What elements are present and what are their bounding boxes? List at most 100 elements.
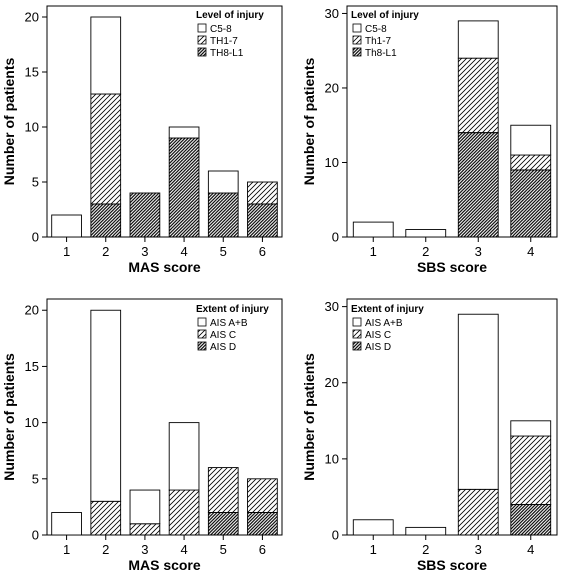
y-tick-label: 10 bbox=[25, 415, 39, 430]
bar-segment-ais-c-3 bbox=[129, 523, 161, 536]
y-tick-label: 15 bbox=[25, 65, 39, 80]
bar-segment-th1-7-6 bbox=[247, 181, 278, 205]
bar-segment-ais-d-5 bbox=[207, 512, 239, 536]
x-tick-label: 5 bbox=[220, 542, 227, 557]
legend-swatch bbox=[352, 341, 362, 351]
legend-title: Extent of injury bbox=[196, 304, 269, 315]
y-tick-label: 30 bbox=[325, 6, 339, 21]
bar-segment-ais-a-b-1 bbox=[352, 519, 394, 536]
x-axis-title: MAS score bbox=[128, 259, 201, 275]
x-axis-title: SBS score bbox=[417, 259, 487, 275]
y-tick-label: 0 bbox=[332, 528, 339, 543]
chart-panel-2: 0 10 20 30 1 2 3 4 SBS score Number of patients Le… bbox=[301, 5, 558, 275]
bar-segment-th1-7-4 bbox=[510, 154, 552, 171]
bar-segment-th8-l1-2 bbox=[90, 203, 122, 238]
bar-segment-ais-a-b-4 bbox=[510, 420, 552, 437]
y-tick-label: 10 bbox=[25, 120, 39, 135]
x-tick-label: 6 bbox=[259, 244, 266, 259]
bar-segment-ais-c-5 bbox=[207, 467, 239, 513]
chart-panel-3: 0 5 10 15 20 1 2 3 4 5 6 MAS score Number of patient… bbox=[1, 298, 283, 573]
x-tick-label: 3 bbox=[475, 542, 482, 557]
bar-segment-ais-d-6 bbox=[247, 512, 278, 536]
y-axis-title: Number of patients bbox=[301, 353, 317, 481]
legend-swatch bbox=[197, 329, 207, 339]
legend-swatch bbox=[197, 317, 207, 327]
bar-segment-c5-8-2 bbox=[405, 229, 447, 238]
legend-swatch bbox=[197, 35, 207, 45]
y-tick-label: 10 bbox=[325, 451, 339, 466]
bar-segment-c5-8-2 bbox=[90, 16, 122, 95]
bar-segment-ais-a-b-4 bbox=[168, 422, 200, 491]
bar-segment-ais-c-4 bbox=[168, 489, 200, 536]
x-tick-label: 3 bbox=[475, 244, 482, 259]
bar-segment-th8-l1-4 bbox=[168, 137, 200, 238]
legend-swatch bbox=[197, 341, 207, 351]
x-tick-label: 3 bbox=[141, 244, 148, 259]
legend-label: AIS C bbox=[210, 330, 236, 341]
bar-segment-th8-l1-3 bbox=[129, 192, 161, 238]
legend-label: AIS D bbox=[210, 342, 236, 353]
y-tick-label: 30 bbox=[325, 299, 339, 314]
x-tick-label: 2 bbox=[422, 542, 429, 557]
y-axis-title: Number of patients bbox=[1, 353, 17, 481]
legend-swatch bbox=[352, 317, 362, 327]
bar-segment-ais-d-4 bbox=[510, 504, 552, 536]
legend-swatch bbox=[352, 47, 362, 57]
bar-segment-th1-7-3 bbox=[457, 57, 499, 134]
y-tick-label: 0 bbox=[32, 230, 39, 245]
bar-segment-ais-c-2 bbox=[90, 500, 122, 536]
bar-segment-ais-c-6 bbox=[247, 478, 278, 513]
bar-segment-ais-c-3 bbox=[457, 488, 499, 536]
legend-label: Th1-7 bbox=[365, 36, 392, 47]
chart-panel-4: 0 10 20 30 1 2 3 4 SBS score Number of patients Ex… bbox=[301, 298, 558, 573]
legend-label: TH8-L1 bbox=[210, 48, 244, 59]
bar-segment-ais-a-b-3 bbox=[129, 489, 161, 525]
legend-label: C5-8 bbox=[210, 24, 232, 35]
bar-segment-c5-8-4 bbox=[510, 124, 552, 156]
legend-title: Level of injury bbox=[351, 10, 419, 21]
x-tick-label: 5 bbox=[220, 244, 227, 259]
x-tick-label: 4 bbox=[527, 244, 534, 259]
bar-segment-c5-8-4 bbox=[168, 126, 200, 139]
x-tick-label: 1 bbox=[63, 244, 70, 259]
bar-segment-th8-l1-3 bbox=[457, 132, 499, 238]
chart-panel-1: 0 5 10 15 20 1 2 3 4 5 6 MAS score Number of patient… bbox=[1, 5, 283, 275]
y-tick-label: 5 bbox=[32, 471, 39, 486]
x-tick-label: 1 bbox=[370, 244, 377, 259]
legend-label: AIS C bbox=[365, 330, 391, 341]
x-tick-label: 3 bbox=[141, 542, 148, 557]
x-axis-title: MAS score bbox=[128, 557, 201, 573]
x-tick-label: 2 bbox=[102, 542, 109, 557]
legend-swatch bbox=[197, 23, 207, 33]
legend-label: AIS A+B bbox=[365, 318, 403, 329]
bar-segment-ais-c-4 bbox=[510, 435, 552, 505]
y-tick-label: 0 bbox=[32, 528, 39, 543]
bar-segment-th8-l1-5 bbox=[207, 192, 239, 238]
y-tick-label: 20 bbox=[325, 80, 339, 95]
x-tick-label: 6 bbox=[259, 542, 266, 557]
bar-segment-c5-8-5 bbox=[207, 170, 239, 194]
plot-frame bbox=[46, 298, 283, 536]
plot-frame bbox=[346, 298, 558, 536]
bar-segment-c5-8-3 bbox=[457, 20, 499, 59]
y-tick-label: 20 bbox=[25, 303, 39, 318]
bar-segment-ais-a-b-1 bbox=[51, 512, 82, 536]
x-tick-label: 2 bbox=[422, 244, 429, 259]
y-tick-label: 15 bbox=[25, 359, 39, 374]
legend-swatch bbox=[197, 47, 207, 57]
bar-segment-ais-a-b-2 bbox=[90, 309, 122, 502]
legend-title: Level of injury bbox=[196, 10, 264, 21]
bar-segment-ais-a-b-2 bbox=[405, 526, 447, 536]
legend-label: C5-8 bbox=[365, 24, 387, 35]
bar-segment-c5-8-1 bbox=[352, 221, 394, 238]
y-tick-label: 10 bbox=[325, 155, 339, 170]
bar-segment-th8-l1-4 bbox=[510, 169, 552, 238]
bar-segment-c5-8-1 bbox=[51, 214, 82, 238]
y-tick-label: 20 bbox=[25, 10, 39, 25]
legend-label: TH1-7 bbox=[210, 36, 238, 47]
y-tick-label: 20 bbox=[325, 375, 339, 390]
